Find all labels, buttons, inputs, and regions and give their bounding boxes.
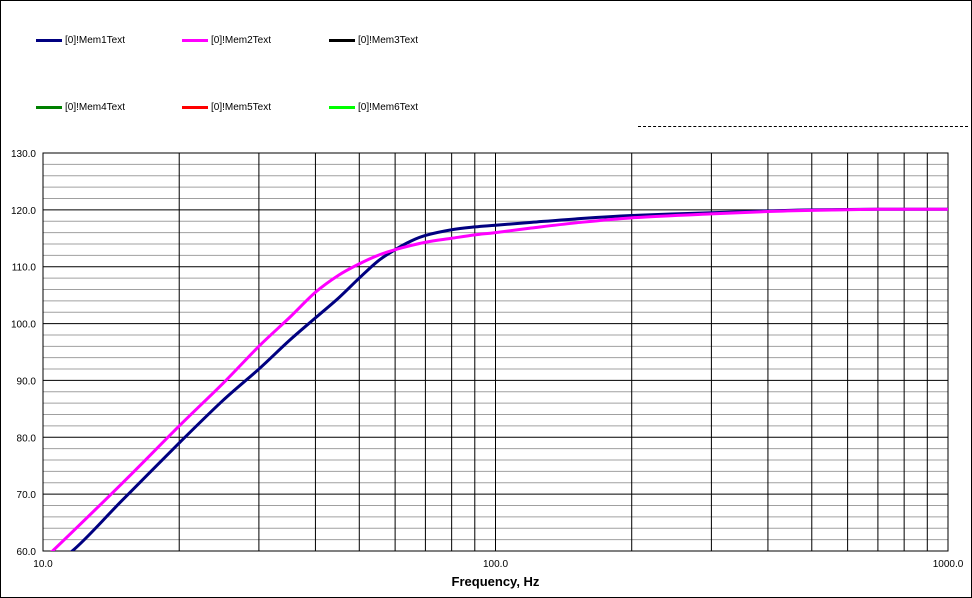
legend-label-mem2: [0]!Mem2Text — [211, 35, 272, 46]
x-tick-label: 10.0 — [33, 559, 53, 570]
legend-item-mem5: [0]!Mem5Text — [182, 102, 271, 113]
legend-swatch-mem5 — [182, 106, 208, 109]
y-tick-label: 100.0 — [11, 320, 36, 331]
legend-label-mem3: [0]!Mem3Text — [358, 35, 419, 46]
legend-swatch-mem3 — [329, 39, 355, 42]
x-axis-title: Frequency, Hz — [452, 574, 540, 589]
dashed-separator — [638, 126, 968, 127]
legend-item-mem6: [0]!Mem6Text — [329, 102, 418, 113]
legend-label-mem4: [0]!Mem4Text — [65, 102, 126, 113]
legend-item-mem4: [0]!Mem4Text — [36, 102, 125, 113]
y-tick-label: 80.0 — [17, 433, 37, 444]
legend-item-mem3: [0]!Mem3Text — [329, 35, 418, 46]
x-tick-label: 1000.0 — [933, 559, 964, 570]
series-layer — [50, 207, 948, 551]
y-tick-label: 130.0 — [11, 149, 36, 160]
legend-item-mem2: [0]!Mem2Text — [182, 35, 271, 46]
plot-area-border — [42, 152, 949, 552]
y-tick-label: 110.0 — [12, 263, 37, 274]
legend-label-mem1: [0]!Mem1Text — [65, 35, 126, 46]
series-line-2 — [50, 207, 948, 551]
legend-item-mem1: [0]!Mem1Text — [36, 35, 125, 46]
y-axis-tick-labels: 60.0 70.0 80.0 90.0 100.0 110.0 120.0 130.0 — [11, 149, 36, 558]
legend-label-mem6: [0]!Mem6Text — [358, 102, 419, 113]
y-tick-label: 70.0 — [17, 490, 37, 501]
y-tick-label: 90.0 — [17, 376, 37, 387]
x-axis-tick-labels: 10.0 100.0 1000.0 — [33, 559, 963, 570]
legend-swatch-mem2 — [182, 39, 208, 42]
legend-swatch-mem6 — [329, 106, 355, 109]
major-gridlines — [43, 153, 948, 551]
chart-legend: [0]!Mem1Text [0]!Mem2Text [0]!Mem3Text [… — [0, 0, 972, 130]
x-tick-label: 100.0 — [483, 559, 508, 570]
y-tick-label: 60.0 — [17, 547, 37, 558]
legend-label-mem5: [0]!Mem5Text — [211, 102, 272, 113]
y-tick-label: 120.0 — [11, 206, 36, 217]
legend-swatch-mem1 — [36, 39, 62, 42]
legend-swatch-mem4 — [36, 106, 62, 109]
